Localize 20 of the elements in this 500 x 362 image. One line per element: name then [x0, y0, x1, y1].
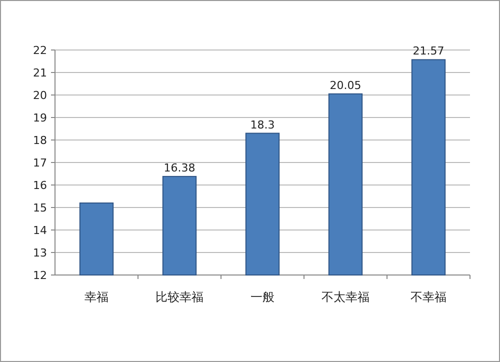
- data-label: 18.3: [250, 118, 275, 132]
- y-tick-label: 12: [33, 269, 47, 282]
- y-tick-label: 19: [33, 112, 47, 124]
- y-tick-label: 18: [33, 134, 47, 147]
- x-tick-label: 一般: [250, 290, 274, 304]
- y-tick-label: 16: [33, 179, 47, 192]
- x-tick-label: 幸福: [84, 290, 108, 304]
- y-tick-label: 17: [33, 156, 47, 170]
- y-tick-label: 22: [33, 44, 47, 57]
- y-tick-label: 15: [33, 202, 47, 214]
- y-tick-label: 13: [33, 246, 47, 260]
- data-label: 20.05: [330, 78, 362, 92]
- y-tick-label: 14: [33, 224, 47, 237]
- data-label: 16.38: [164, 161, 196, 174]
- x-tick-label: 不太幸福: [322, 290, 370, 304]
- y-tick-label: 20: [33, 89, 47, 102]
- x-tick-label: 不幸福: [410, 290, 446, 304]
- y-tick-label: 21: [33, 66, 47, 80]
- x-tick-label: 比较幸福: [156, 290, 204, 304]
- data-label: 21.57: [412, 44, 444, 58]
